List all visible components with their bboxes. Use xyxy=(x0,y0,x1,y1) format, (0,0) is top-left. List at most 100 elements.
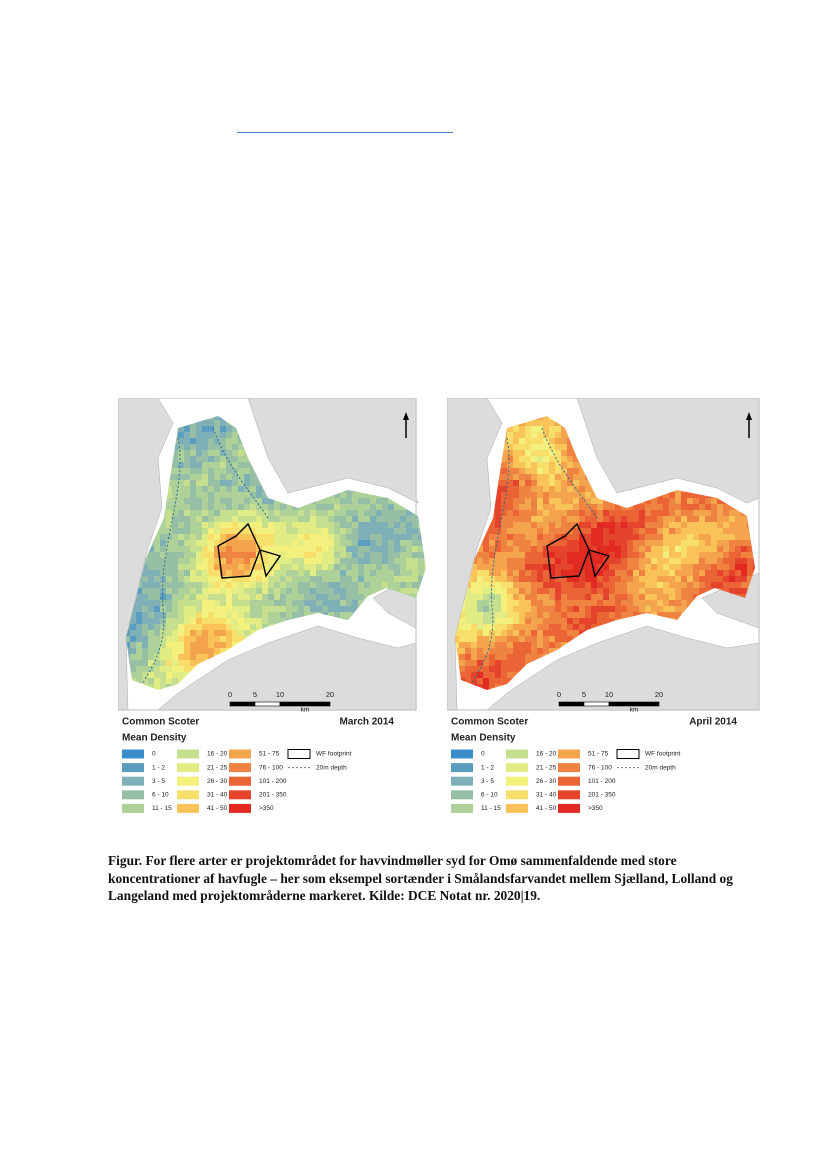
density-cell xyxy=(196,594,203,601)
density-cell xyxy=(268,588,275,595)
density-cell xyxy=(495,528,502,535)
density-cell xyxy=(669,546,676,553)
density-cell xyxy=(220,432,227,439)
density-cell xyxy=(513,654,520,661)
density-cell xyxy=(513,456,520,463)
density-cell xyxy=(280,540,287,547)
density-cell xyxy=(340,558,347,565)
density-cell xyxy=(603,606,610,613)
density-cell xyxy=(208,510,215,517)
density-cell xyxy=(196,420,203,427)
density-cell xyxy=(669,576,676,583)
density-cell xyxy=(513,510,520,517)
density-cell xyxy=(507,426,514,433)
density-cell xyxy=(214,564,221,571)
density-cell xyxy=(256,534,263,541)
density-cell xyxy=(531,546,538,553)
density-cell xyxy=(693,510,700,517)
density-cell xyxy=(591,600,598,607)
density-cell xyxy=(424,630,426,637)
density-cell xyxy=(172,540,179,547)
density-cell xyxy=(531,558,538,565)
density-cell xyxy=(286,546,293,553)
density-cell xyxy=(717,564,724,571)
density-cell xyxy=(531,594,538,601)
density-cell xyxy=(316,600,323,607)
legend-label: 21 - 25 xyxy=(207,764,228,771)
density-cell xyxy=(567,594,574,601)
density-cell xyxy=(172,648,179,655)
density-cell xyxy=(184,594,191,601)
density-cell xyxy=(519,486,526,493)
density-cell xyxy=(543,576,550,583)
density-cell xyxy=(531,582,538,589)
density-cell xyxy=(639,528,646,535)
density-cell xyxy=(549,444,556,451)
density-cell xyxy=(226,618,233,625)
density-cell xyxy=(513,528,520,535)
density-cell xyxy=(310,576,317,583)
density-cell xyxy=(603,612,610,619)
density-cell xyxy=(268,606,275,613)
density-cell xyxy=(250,558,257,565)
density-cell xyxy=(136,612,143,619)
density-cell xyxy=(274,510,281,517)
density-cell xyxy=(208,456,215,463)
density-cell xyxy=(651,528,658,535)
density-cell xyxy=(166,498,173,505)
density-cell xyxy=(519,636,526,643)
density-cell xyxy=(370,582,377,589)
density-cell xyxy=(334,576,341,583)
density-cell xyxy=(549,450,556,457)
density-cell xyxy=(370,546,377,553)
density-cell xyxy=(364,582,371,589)
density-cell xyxy=(166,654,173,661)
legend-label: 6 - 10 xyxy=(152,792,169,799)
density-cell xyxy=(226,570,233,577)
density-cell xyxy=(525,618,532,625)
density-cell xyxy=(585,618,592,625)
density-cell xyxy=(489,618,496,625)
density-cell xyxy=(519,564,526,571)
density-cell xyxy=(334,564,341,571)
density-cell xyxy=(711,576,718,583)
density-cell xyxy=(286,600,293,607)
density-cell xyxy=(286,588,293,595)
density-cell xyxy=(657,504,664,511)
density-cell xyxy=(340,516,347,523)
density-cell xyxy=(537,600,544,607)
density-cell xyxy=(178,528,185,535)
density-cell xyxy=(573,546,580,553)
density-cell xyxy=(513,468,520,475)
density-cell xyxy=(196,630,203,637)
density-cell xyxy=(597,522,604,529)
density-cell xyxy=(609,522,616,529)
density-cell xyxy=(340,546,347,553)
density-cell xyxy=(633,540,640,547)
density-cell xyxy=(244,564,251,571)
density-cell xyxy=(543,444,550,451)
density-cell xyxy=(190,654,197,661)
land xyxy=(118,398,174,711)
density-cell xyxy=(424,570,426,577)
density-cell xyxy=(316,534,323,541)
density-cell xyxy=(334,504,341,511)
density-cell xyxy=(669,534,676,541)
density-cell xyxy=(334,558,341,565)
density-cell xyxy=(579,612,586,619)
density-cell xyxy=(148,666,155,673)
density-cell xyxy=(549,534,556,541)
density-cell xyxy=(669,606,676,613)
density-cell xyxy=(334,582,341,589)
density-cell xyxy=(406,528,413,535)
scale-bar-segment xyxy=(229,701,256,707)
density-cell xyxy=(256,582,263,589)
legend-label: 51 - 75 xyxy=(259,751,280,758)
density-cell xyxy=(495,486,502,493)
density-cell xyxy=(190,570,197,577)
density-cell xyxy=(256,522,263,529)
density-cell xyxy=(298,528,305,535)
density-cell xyxy=(142,636,149,643)
density-cell xyxy=(477,606,484,613)
density-cell xyxy=(597,546,604,553)
